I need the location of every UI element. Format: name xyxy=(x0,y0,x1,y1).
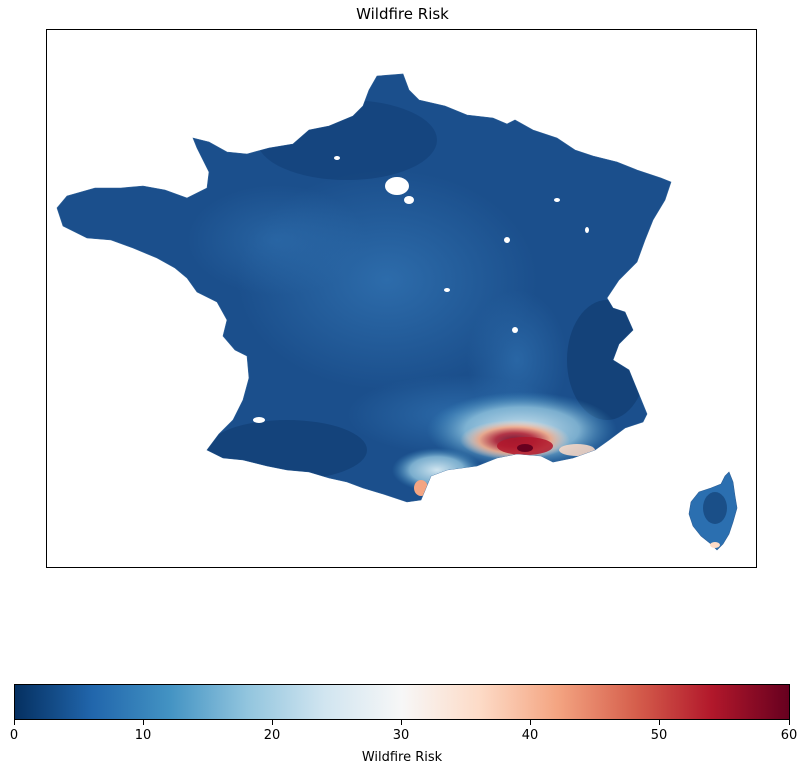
map-axes-frame xyxy=(46,29,757,568)
no-data-lyon xyxy=(512,327,518,333)
colorbar-label: Wildfire Risk xyxy=(361,750,443,765)
colorbar-tick xyxy=(143,720,144,725)
hotspot-var xyxy=(559,444,595,456)
colorbar-tick xyxy=(530,720,531,725)
colorbar-tick xyxy=(401,720,402,725)
no-data-east-1 xyxy=(504,237,510,243)
no-data-north xyxy=(334,156,340,160)
light-band-languedoc xyxy=(392,448,482,492)
hotspot-west xyxy=(414,480,428,496)
tone-dark-alps xyxy=(567,300,647,420)
no-data-paris-2 xyxy=(404,196,414,204)
colorbar-tick-label: 50 xyxy=(650,728,668,743)
map-title: Wildfire Risk xyxy=(356,5,449,23)
colorbar-tick xyxy=(14,720,15,725)
colorbar-tick xyxy=(789,720,790,725)
no-data-landes xyxy=(253,417,265,423)
no-data-east-3 xyxy=(585,227,589,233)
colorbar-tick-label: 30 xyxy=(392,728,410,743)
colorbar-tick-label: 10 xyxy=(134,728,152,743)
tone-west xyxy=(187,185,367,295)
colorbar-tick-label: 0 xyxy=(9,728,19,743)
colorbar-tick-label: 20 xyxy=(263,728,281,743)
no-data-center xyxy=(444,288,450,292)
colorbar-tick xyxy=(272,720,273,725)
france-map xyxy=(56,73,738,551)
corsica-light-tip xyxy=(710,542,720,548)
corsica-dark xyxy=(703,492,727,524)
no-data-east-2 xyxy=(554,198,560,202)
colorbar-tick-label: 40 xyxy=(521,728,539,743)
tone-dark-southwest xyxy=(207,420,367,480)
colorbar-gradient xyxy=(14,684,790,720)
no-data-paris xyxy=(385,177,409,195)
colorbar-tick-label: 60 xyxy=(780,728,798,743)
hotspot-peak xyxy=(517,444,533,452)
colorbar-tick xyxy=(659,720,660,725)
tone-dark-north xyxy=(257,100,437,180)
